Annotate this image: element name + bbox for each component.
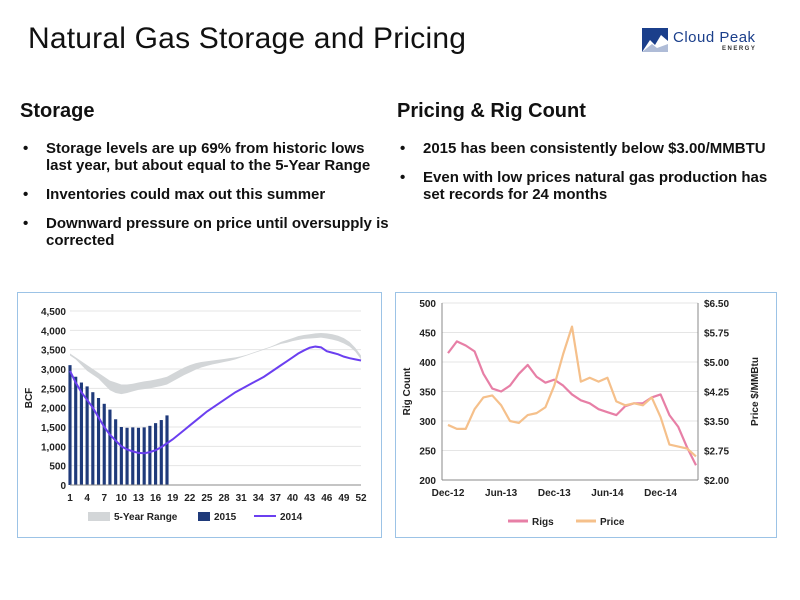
- legend-swatch-2015: [198, 512, 210, 521]
- x-tick-label: 43: [304, 493, 316, 504]
- storage-chart-panel: 0 500 1,000 1,500 2,000 2,500 3,000 3,500 4,000 4…: [17, 292, 382, 538]
- y-tick-label: 250: [419, 447, 436, 458]
- y2-tick-label: $2.00: [704, 476, 729, 487]
- x-tick-label: 10: [116, 493, 128, 504]
- x-tick-label: Jun-14: [591, 488, 624, 499]
- logo-subtext: ENERGY: [722, 46, 757, 52]
- bullet-item: • Downward pressure on price until oversu…: [23, 215, 389, 249]
- x-tick-label: 4: [84, 493, 90, 504]
- pricing-heading: Pricing & Rig Count: [397, 100, 586, 122]
- bar-2015: [79, 382, 83, 485]
- company-logo: Cloud Peak ENERGY: [642, 28, 792, 58]
- y-tick-label: 4,000: [41, 326, 66, 337]
- legend-label: Price: [600, 517, 625, 528]
- legend-label: 5-Year Range: [114, 512, 178, 523]
- x-tick-label: 22: [184, 493, 196, 504]
- x-tick-label: 34: [253, 493, 265, 504]
- x-tick-label: 40: [287, 493, 299, 504]
- rig-price-chart: 200 250 300 350 400 450 500 $2.00 $2.75 $3.50 $4.2…: [402, 299, 761, 528]
- range-area: [70, 333, 361, 395]
- bar-2015: [159, 420, 163, 485]
- y-tick-label: 450: [419, 329, 436, 340]
- mountain-logo-icon: [642, 28, 668, 52]
- x-tick-label: 7: [101, 493, 107, 504]
- bullet-item: • 2015 has been consistently below $3.00/…: [400, 140, 766, 157]
- x-tick-label: Dec-14: [644, 488, 677, 499]
- y2-tick-label: $2.75: [704, 447, 729, 458]
- x-tick-label: 49: [338, 493, 350, 504]
- x-tick-label: 52: [355, 493, 367, 504]
- y-axis-label: BCF: [24, 388, 35, 409]
- bar-2015: [96, 398, 101, 485]
- bar-2015: [108, 409, 112, 485]
- bar-2015: [91, 392, 95, 485]
- bar-2015: [74, 376, 78, 485]
- bar-2015: [131, 427, 135, 485]
- slide-title: Natural Gas Storage and Pricing: [28, 22, 467, 55]
- y2-tick-label: $5.75: [704, 329, 729, 340]
- bar-2015: [102, 403, 106, 485]
- x-tick-label: 19: [167, 493, 179, 504]
- bar-2015: [142, 427, 146, 485]
- y-tick-label: 3,500: [41, 346, 66, 357]
- y2-tick-label: $6.50: [704, 299, 729, 310]
- y2-axis-label: Price $/MMBtu: [750, 357, 761, 426]
- pricing-chart-panel: 200 250 300 350 400 450 500 $2.00 $2.75 $3.50 $4.2…: [395, 292, 777, 538]
- storage-chart: 0 500 1,000 1,500 2,000 2,500 3,000 3,500 4,000 4…: [24, 307, 367, 523]
- x-tick-label: 31: [236, 493, 248, 504]
- storage-heading: Storage: [20, 100, 95, 122]
- y2-tick-label: $4.25: [704, 388, 729, 399]
- bullet-item: • Storage levels are up 69% from historic…: [23, 140, 371, 174]
- bar-2015: [165, 415, 169, 485]
- x-tick-label: 25: [201, 493, 213, 504]
- x-tick-label: Dec-12: [432, 488, 465, 499]
- bar-2015: [148, 425, 152, 485]
- series-line-price: [447, 325, 697, 458]
- x-tick-label: 46: [321, 493, 333, 504]
- bar-2015: [154, 423, 158, 485]
- bar-2015: [119, 427, 123, 485]
- x-tick-label: Dec-13: [538, 488, 571, 499]
- bullet-item: • Inventories could max out this summer: [23, 186, 326, 203]
- bar-2015: [136, 427, 141, 485]
- legend-label: Rigs: [532, 517, 554, 528]
- y-tick-label: 200: [419, 476, 436, 487]
- x-tick-label: 16: [150, 493, 162, 504]
- legend-swatch-range: [88, 512, 110, 521]
- y-tick-label: 3,000: [41, 365, 66, 376]
- bullet-item: • Even with low prices natural gas produc…: [400, 169, 768, 203]
- legend-label: 2015: [214, 512, 237, 523]
- y-tick-label: 500: [49, 462, 66, 473]
- y2-tick-label: $5.00: [704, 358, 729, 369]
- x-tick-label: 1: [67, 493, 73, 504]
- y-tick-label: 1,000: [41, 442, 66, 453]
- y2-tick-label: $3.50: [704, 417, 729, 428]
- bar-2015: [125, 427, 129, 485]
- bar-2015: [85, 386, 89, 485]
- line-2014: [69, 345, 362, 455]
- pricing-bullets: • 2015 has been consistently below $3.00/…: [397, 140, 782, 215]
- storage-bullets: • Storage levels are up 69% from historic…: [20, 140, 390, 261]
- bar-2015: [68, 365, 72, 485]
- y-tick-label: 500: [419, 299, 436, 310]
- y-tick-label: 350: [419, 388, 436, 399]
- y-tick-label: 2,500: [41, 384, 66, 395]
- x-tick-label: 37: [270, 493, 282, 504]
- legend-label: 2014: [280, 512, 303, 523]
- y-axis-label: Rig Count: [402, 367, 413, 415]
- series-line-rigs: [447, 340, 697, 466]
- logo-text: Cloud Peak: [673, 29, 756, 46]
- y-tick-label: 1,500: [41, 423, 66, 434]
- y-tick-label: 4,500: [41, 307, 66, 318]
- y-tick-label: 300: [419, 417, 436, 428]
- x-tick-label: 13: [133, 493, 145, 504]
- x-tick-label: 28: [218, 493, 230, 504]
- y-tick-label: 2,000: [41, 404, 66, 415]
- y-tick-label: 400: [419, 358, 436, 369]
- y-tick-label: 0: [60, 481, 66, 492]
- bar-2015: [114, 419, 118, 485]
- x-tick-label: Jun-13: [485, 488, 518, 499]
